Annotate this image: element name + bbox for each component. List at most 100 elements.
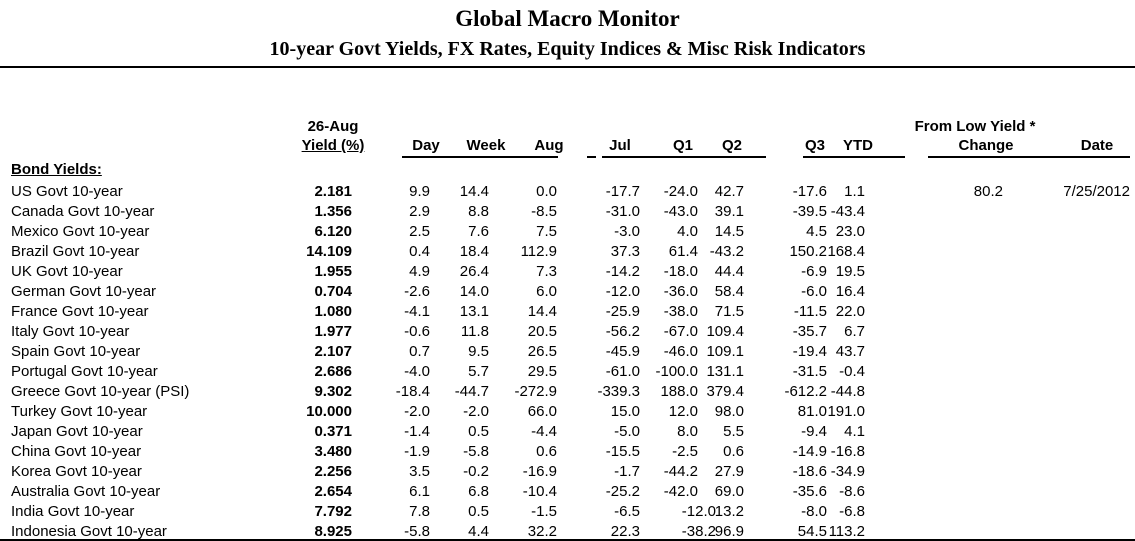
jul-value: -5.0: [614, 423, 640, 440]
week-value: -5.8: [463, 443, 489, 460]
yield-value: 6.120: [314, 223, 352, 240]
aug-value: -8.5: [531, 203, 557, 220]
ytd-value: 4.1: [844, 423, 865, 440]
ytd-value: -0.4: [839, 363, 865, 380]
underline-spacer-dash: [587, 156, 596, 158]
week-value: 14.0: [459, 283, 489, 300]
day-value: -4.0: [404, 363, 430, 380]
table-row: Spain Govt 10-year 2.107 0.7 9.5 26.5 -4…: [0, 342, 1130, 362]
aug-value: 112.9: [520, 243, 557, 260]
table-row: China Govt 10-year 3.480 -1.9 -5.8 0.6 -…: [0, 442, 1130, 462]
change-value: [865, 322, 1003, 342]
change-value: [865, 402, 1003, 422]
ytd-value: -16.8: [830, 443, 865, 460]
change-value: [865, 302, 1003, 322]
change-value: [865, 242, 1003, 262]
change-value: [865, 382, 1003, 402]
col-header-jul: Jul: [609, 137, 631, 154]
table-row: France Govt 10-year 1.080 -4.1 13.1 14.4…: [0, 302, 1130, 322]
col-header-q1: Q1: [672, 137, 693, 154]
change-value: [865, 462, 1003, 482]
jul-value: 37.3: [610, 243, 640, 260]
date-value: [1003, 402, 1130, 422]
table-row: Australia Govt 10-year 2.654 6.1 6.8 -10…: [0, 482, 1130, 502]
q1-value: -2.5: [672, 443, 698, 460]
row-label: Italy Govt 10-year: [11, 323, 130, 340]
aug-value: -10.4: [522, 483, 557, 500]
aug-value: 66.0: [527, 403, 557, 420]
q2-value: 96.9: [714, 523, 744, 540]
table-row: Canada Govt 10-year 1.356 2.9 8.8 -8.5 -…: [0, 202, 1130, 222]
week-value: -0.2: [463, 463, 489, 480]
table-row: Greece Govt 10-year (PSI) 9.302 -18.4 -4…: [0, 382, 1130, 402]
section-label-bond-yields: Bond Yields:: [11, 161, 102, 178]
row-label: US Govt 10-year: [11, 183, 123, 200]
day-value: -18.4: [395, 383, 430, 400]
page-subtitle: 10-year Govt Yields, FX Rates, Equity In…: [269, 38, 866, 60]
q3-value: -31.5: [792, 363, 827, 380]
ytd-value: 22.0: [835, 303, 865, 320]
week-value: 11.8: [460, 323, 489, 340]
q3-value: -612.2: [784, 383, 827, 400]
date-value: [1003, 222, 1130, 242]
day-value: 0.4: [409, 243, 430, 260]
aug-value: 0.6: [536, 443, 557, 460]
yield-value: 1.955: [314, 263, 352, 280]
ytd-value: -44.8: [830, 383, 865, 400]
q2-value: 14.5: [714, 223, 744, 240]
q3-value: -35.6: [792, 483, 827, 500]
day-value: -1.4: [404, 423, 430, 440]
table-row: Turkey Govt 10-year 10.000 -2.0 -2.0 66.…: [0, 402, 1130, 422]
week-value: 8.8: [468, 203, 489, 220]
q2-value: 44.4: [714, 263, 744, 280]
table-row: Japan Govt 10-year 0.371 -1.4 0.5 -4.4 -…: [0, 422, 1130, 442]
yield-value: 1.080: [314, 303, 352, 320]
ytd-value: 23.0: [835, 223, 865, 240]
table-row: German Govt 10-year 0.704 -2.6 14.0 6.0 …: [0, 282, 1130, 302]
q3-value: -18.6: [792, 463, 827, 480]
day-value: 2.5: [409, 223, 430, 240]
q1-value: -12.0: [681, 503, 716, 520]
aug-value: -272.9: [514, 383, 557, 400]
aug-value: 7.3: [536, 263, 557, 280]
table-row: UK Govt 10-year 1.955 4.9 26.4 7.3 -14.2…: [0, 262, 1130, 282]
table-row: US Govt 10-year 2.181 9.9 14.4 0.0 -17.7…: [0, 182, 1130, 202]
ytd-value: 1.1: [844, 183, 865, 200]
q2-value: 39.1: [714, 203, 744, 220]
yield-value: 3.480: [314, 443, 352, 460]
col-header-day: Day: [412, 137, 440, 154]
q2-value: 98.0: [714, 403, 744, 420]
q2-value: 71.5: [714, 303, 744, 320]
row-label: China Govt 10-year: [11, 443, 142, 460]
yield-value: 2.686: [314, 363, 352, 380]
yield-value: 7.792: [314, 503, 352, 520]
underline-change-date: [928, 156, 1130, 158]
col-header-change: Change: [958, 137, 1014, 154]
week-value: 0.5: [468, 423, 489, 440]
q1-value: 12.0: [668, 403, 698, 420]
yield-value: 2.181: [314, 183, 352, 200]
ytd-value: -8.6: [839, 483, 865, 500]
row-label: India Govt 10-year: [11, 503, 135, 520]
col-header-q3: Q3: [804, 137, 825, 154]
table-row: Korea Govt 10-year 2.256 3.5 -0.2 -16.9 …: [0, 462, 1130, 482]
yield-value: 2.256: [314, 463, 352, 480]
row-label: German Govt 10-year: [11, 283, 157, 300]
q2-value: 109.4: [706, 323, 744, 340]
q2-value: 5.5: [723, 423, 744, 440]
change-value: [865, 442, 1003, 462]
row-label: UK Govt 10-year: [11, 263, 123, 280]
q2-value: 131.1: [706, 363, 744, 380]
change-value: [865, 482, 1003, 502]
date-value: [1003, 382, 1130, 402]
ytd-value: 113.2: [828, 523, 865, 540]
change-value: [865, 502, 1003, 522]
row-label: Brazil Govt 10-year: [11, 243, 140, 260]
col-header-aug: Aug: [534, 137, 564, 154]
q1-value: -44.2: [663, 463, 698, 480]
q2-value: 42.7: [714, 183, 744, 200]
week-value: -2.0: [463, 403, 489, 420]
date-value: [1003, 322, 1130, 342]
q3-value: -17.6: [792, 183, 827, 200]
